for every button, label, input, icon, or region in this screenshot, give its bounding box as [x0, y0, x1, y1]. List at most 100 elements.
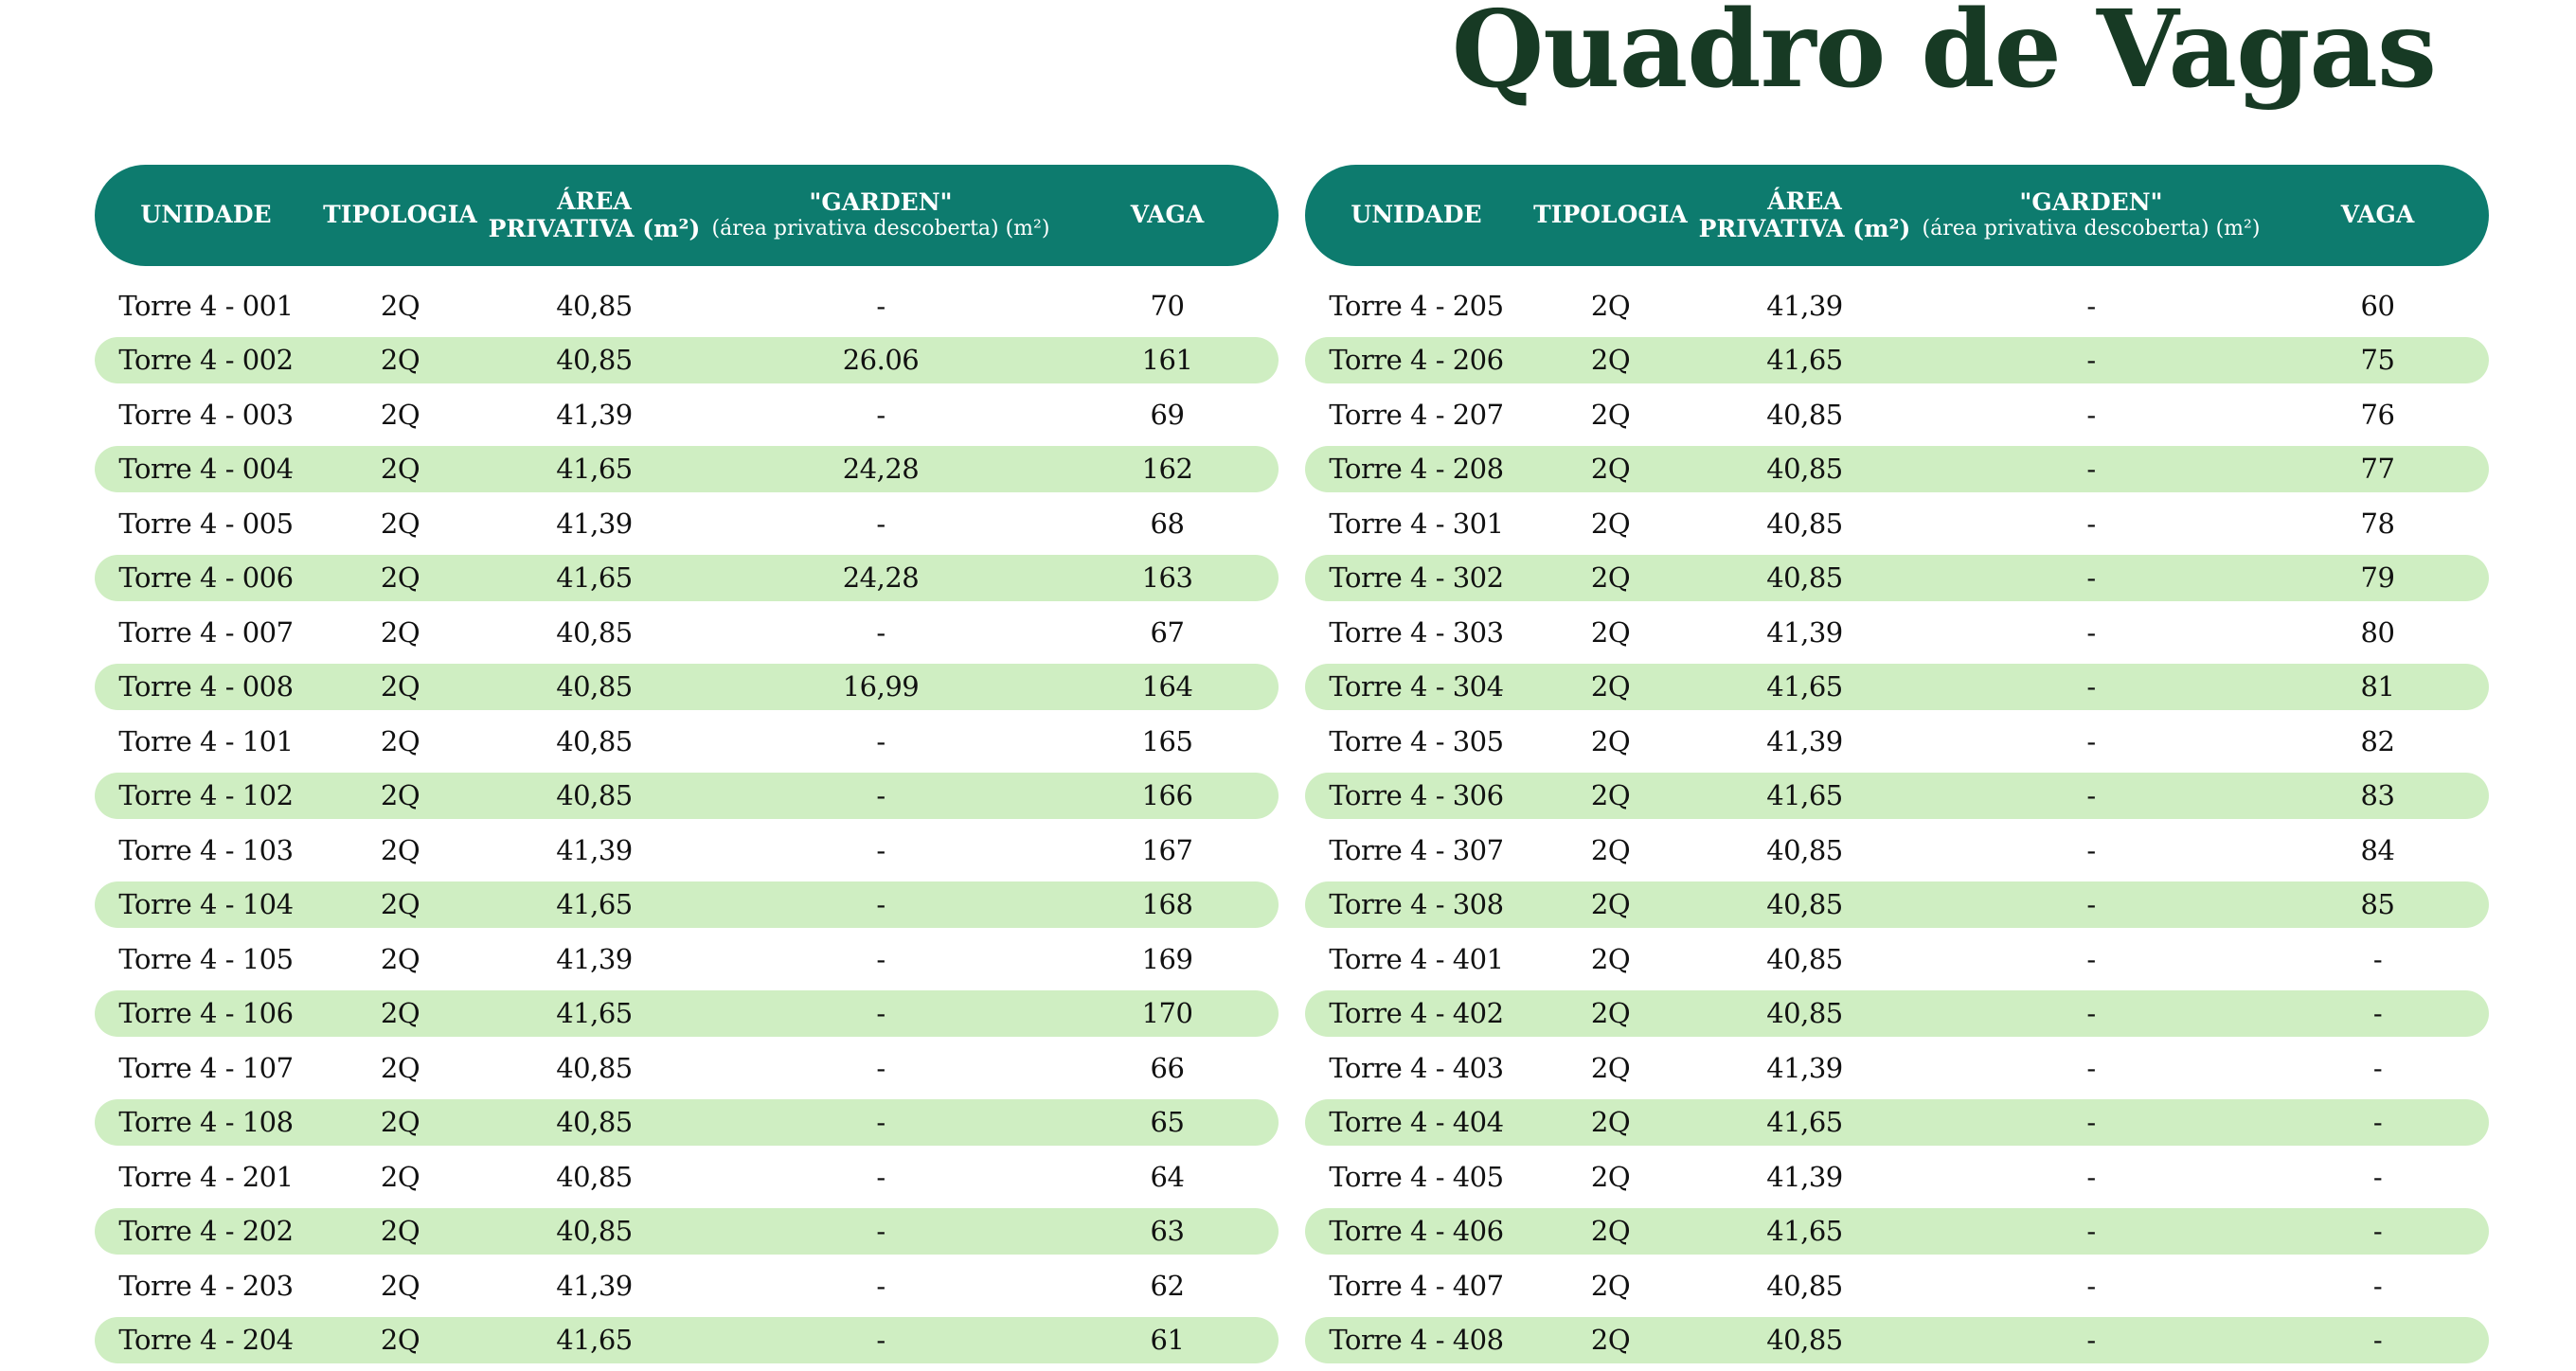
cell-area: 40,85: [1766, 997, 1843, 1029]
cell-unidade: Torre 4 - 303: [1329, 615, 1504, 649]
cell-tipologia: 2Q: [380, 997, 420, 1029]
table-row: Torre 4 - 202 2Q 40,85 - 63: [95, 1207, 1279, 1255]
cell-tipologia: 2Q: [1590, 289, 1631, 322]
cell-unidade: Torre 4 - 007: [118, 615, 294, 649]
cell-area: 40,85: [1766, 561, 1843, 594]
cell-vaga: 80: [2360, 615, 2395, 649]
header-unidade: UNIDADE: [140, 201, 272, 229]
cell-tipologia: 2Q: [1590, 561, 1631, 594]
cell-unidade: Torre 4 - 103: [118, 833, 294, 866]
cell-area: 41,65: [1766, 344, 1843, 376]
cell-tipologia: 2Q: [380, 561, 420, 594]
cell-area: 41,39: [556, 942, 633, 975]
header-area: ÁREA PRIVATIVA (m²): [1693, 187, 1916, 243]
cell-area: 41,39: [1766, 724, 1843, 757]
cell-vaga: 162: [1141, 453, 1193, 485]
header-area-line2: PRIVATIVA (m²): [488, 214, 701, 242]
cell-unidade: Torre 4 - 405: [1329, 1160, 1504, 1193]
cell-garden: -: [2086, 289, 2096, 322]
cell-tipologia: 2Q: [1590, 779, 1631, 811]
cell-area: 40,85: [556, 1106, 633, 1138]
cell-area: 41,39: [556, 398, 633, 431]
table-right: UNIDADE TIPOLOGIA ÁREA PRIVATIVA (m²) "G…: [1305, 165, 2489, 1371]
cell-vaga: 68: [1150, 507, 1185, 540]
cell-area: 40,85: [556, 724, 633, 757]
cell-tipologia: 2Q: [1590, 507, 1631, 540]
table-row: Torre 4 - 003 2Q 41,39 - 69: [95, 391, 1279, 437]
cell-tipologia: 2Q: [380, 1160, 420, 1193]
cell-area: 40,85: [1766, 1269, 1843, 1302]
table-row: Torre 4 - 106 2Q 41,65 - 170: [95, 989, 1279, 1037]
cell-area: 41,65: [1766, 1106, 1843, 1138]
cell-tipologia: 2Q: [380, 1269, 420, 1302]
cell-garden: -: [2086, 344, 2096, 376]
cell-area: 40,85: [556, 1051, 633, 1084]
cell-garden: -: [2086, 670, 2096, 703]
cell-area: 40,85: [1766, 942, 1843, 975]
cell-vaga: 79: [2360, 561, 2395, 594]
cell-area: 41,39: [1766, 1051, 1843, 1084]
cell-tipologia: 2Q: [1590, 670, 1631, 703]
cell-area: 40,85: [1766, 833, 1843, 866]
cell-tipologia: 2Q: [380, 888, 420, 920]
cell-tipologia: 2Q: [380, 1215, 420, 1247]
table-row: Torre 4 - 204 2Q 41,65 - 61: [95, 1316, 1279, 1363]
cell-tipologia: 2Q: [1590, 1160, 1631, 1193]
table-row: Torre 4 - 208 2Q 40,85 - 77: [1305, 445, 2489, 492]
table-row: Torre 4 - 005 2Q 41,39 - 68: [95, 500, 1279, 546]
cell-tipologia: 2Q: [380, 507, 420, 540]
cell-vaga: -: [2372, 942, 2383, 975]
cell-garden: -: [2086, 1324, 2096, 1356]
cell-unidade: Torre 4 - 403: [1329, 1051, 1504, 1084]
cell-tipologia: 2Q: [1590, 453, 1631, 485]
cell-vaga: 69: [1150, 398, 1185, 431]
header-area: ÁREA PRIVATIVA (m²): [483, 187, 706, 243]
cell-area: 41,39: [556, 833, 633, 866]
cell-area: 40,85: [1766, 453, 1843, 485]
cell-tipologia: 2Q: [1590, 615, 1631, 649]
header-vaga: VAGA: [1130, 201, 1205, 229]
table-row: Torre 4 - 307 2Q 40,85 - 84: [1305, 827, 2489, 873]
header-tipologia: TIPOLOGIA: [1533, 201, 1688, 229]
cell-vaga: 84: [2360, 833, 2395, 866]
cell-garden: -: [2086, 833, 2096, 866]
table-row: Torre 4 - 205 2Q 41,39 - 60: [1305, 282, 2489, 329]
cell-tipologia: 2Q: [380, 615, 420, 649]
cell-vaga: 168: [1141, 888, 1193, 920]
table-row: Torre 4 - 207 2Q 40,85 - 76: [1305, 391, 2489, 437]
cell-vaga: 170: [1141, 997, 1193, 1029]
table-row: Torre 4 - 404 2Q 41,65 - -: [1305, 1098, 2489, 1146]
cell-garden: -: [876, 1051, 886, 1084]
cell-garden: 24,28: [842, 453, 920, 485]
cell-area: 41,39: [1766, 1160, 1843, 1193]
cell-garden: -: [876, 888, 886, 920]
cell-tipologia: 2Q: [1590, 1269, 1631, 1302]
cell-tipologia: 2Q: [1590, 344, 1631, 376]
cell-vaga: 65: [1150, 1106, 1185, 1138]
header-tipologia: TIPOLOGIA: [323, 201, 477, 229]
table-row: Torre 4 - 001 2Q 40,85 - 70: [95, 282, 1279, 329]
cell-garden: -: [2086, 1051, 2096, 1084]
cell-area: 41,39: [1766, 289, 1843, 322]
table-row: Torre 4 - 201 2Q 40,85 - 64: [95, 1153, 1279, 1200]
table-row: Torre 4 - 007 2Q 40,85 - 67: [95, 609, 1279, 655]
cell-unidade: Torre 4 - 006: [118, 561, 294, 594]
cell-vaga: -: [2372, 1106, 2383, 1138]
cell-area: 40,85: [1766, 888, 1843, 920]
cell-area: 41,65: [556, 453, 633, 485]
cell-vaga: 85: [2360, 888, 2395, 920]
cell-area: 41,65: [556, 997, 633, 1029]
cell-unidade: Torre 4 - 307: [1329, 833, 1504, 866]
cell-unidade: Torre 4 - 204: [118, 1324, 294, 1356]
cell-unidade: Torre 4 - 305: [1329, 724, 1504, 757]
table-row: Torre 4 - 103 2Q 41,39 - 167: [95, 827, 1279, 873]
cell-area: 41,39: [556, 507, 633, 540]
header-garden: "GARDEN" (área privativa descoberta) (m²…: [1916, 189, 2266, 241]
cell-area: 40,85: [556, 779, 633, 811]
cell-garden: 16,99: [842, 670, 920, 703]
cell-tipologia: 2Q: [1590, 888, 1631, 920]
cell-vaga: 166: [1141, 779, 1193, 811]
table-row: Torre 4 - 102 2Q 40,85 - 166: [95, 772, 1279, 819]
cell-vaga: 61: [1150, 1324, 1185, 1356]
cell-vaga: 75: [2360, 344, 2395, 376]
